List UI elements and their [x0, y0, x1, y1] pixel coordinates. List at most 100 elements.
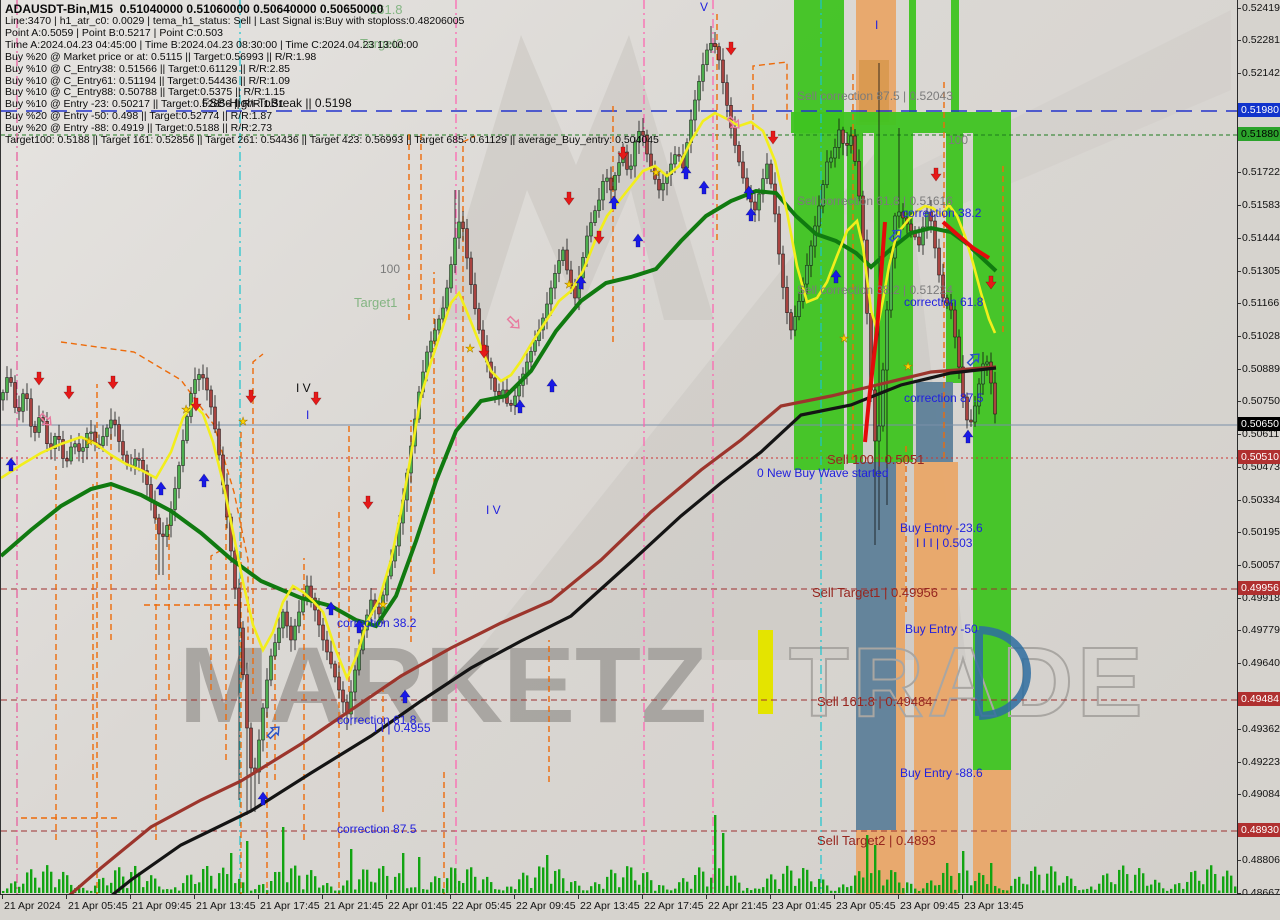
- volume-bar: [790, 870, 793, 893]
- channel-line: [752, 61, 788, 130]
- volume-bar: [1174, 884, 1177, 893]
- channel-line: [462, 135, 476, 422]
- volume-bar: [706, 886, 709, 893]
- volume-bar: [1126, 874, 1129, 893]
- candle-down: [725, 82, 729, 106]
- volume-bar: [334, 890, 337, 893]
- volume-bar: [1086, 888, 1089, 893]
- volume-bar: [1050, 866, 1053, 893]
- candle-up: [529, 351, 533, 363]
- chart-annotation: Sell correction 87.5 | 0.52043: [797, 89, 953, 103]
- candle-up: [185, 416, 189, 441]
- buy-arrow-icon: [514, 399, 526, 414]
- sell-arrow-icon: [478, 344, 490, 359]
- time-label: 21 Apr 17:45: [260, 900, 320, 912]
- volume-bar: [942, 872, 945, 893]
- candle-up: [53, 436, 57, 449]
- candle-down: [473, 284, 477, 309]
- time-axis[interactable]: 21 Apr 2024 21 Apr 05:45 21 Apr 09:45 21 Ap…: [0, 894, 1280, 920]
- candle-up: [181, 440, 185, 466]
- volume-bar: [474, 876, 477, 893]
- sell-arrow-icon: [310, 391, 322, 406]
- volume-bar: [1170, 888, 1173, 893]
- volume-bar: [546, 855, 549, 893]
- volume-bar: [82, 887, 85, 893]
- candle-down: [249, 727, 253, 769]
- volume-bar: [570, 882, 573, 893]
- chart-canvas[interactable]: MARKETZ TRADE ★ ★ ★ ★ ★ ★ ★ ★ ★ ADAUSDT-Bin,M15 0.…: [0, 0, 1238, 894]
- volume-bar: [938, 884, 941, 893]
- volume-bar: [50, 871, 53, 893]
- price-tick: [1238, 598, 1241, 599]
- time-label: 21 Apr 21:45: [324, 900, 384, 912]
- buy-arrow-icon: [155, 481, 167, 496]
- volume-bar: [670, 890, 673, 893]
- volume-bar: [914, 888, 917, 893]
- volume-bar: [102, 877, 105, 893]
- candle-down: [929, 211, 933, 222]
- candle-down: [481, 329, 485, 347]
- volume-bar: [1074, 886, 1077, 893]
- volume-bar: [786, 865, 789, 893]
- volume-bar: [770, 874, 773, 893]
- volume-bar: [1070, 878, 1073, 893]
- buy-arrow-icon: [632, 233, 644, 248]
- buy-arrow-icon: [5, 457, 17, 472]
- outline-arrow-icon: [506, 315, 520, 329]
- candle-down: [333, 663, 337, 678]
- candle-up: [105, 427, 109, 437]
- volume-bar: [854, 875, 857, 893]
- price-label: 0.49084: [1242, 788, 1280, 800]
- chart-annotation: Sell correction 38.2 | 0.51224: [797, 283, 953, 297]
- volume-bar: [1118, 869, 1121, 893]
- volume-bar: [126, 888, 129, 893]
- volume-bar: [762, 887, 765, 893]
- volume-bar: [978, 872, 981, 893]
- price-axis[interactable]: 0.52419 0.52281 0.52142 0.51722 0.51583 0.514…: [1237, 0, 1280, 899]
- volume-bar: [1094, 889, 1097, 893]
- candle-down: [117, 424, 121, 442]
- volume-bar: [326, 883, 329, 893]
- volume-bar: [146, 881, 149, 893]
- ma-green: [1, 188, 998, 629]
- volume-bar: [1158, 882, 1161, 893]
- candle-down: [565, 249, 569, 271]
- time-tick: [386, 895, 387, 899]
- buy-arrow-icon: [680, 165, 692, 180]
- volume-bar: [1154, 879, 1157, 893]
- chart-annotation: I I | 0.4955: [374, 721, 431, 735]
- candle-down: [753, 201, 757, 211]
- chart-annotation: correction 61.8: [337, 713, 417, 727]
- volume-bar: [1202, 884, 1205, 893]
- volume-bar: [526, 875, 529, 893]
- volume-bar: [366, 869, 369, 893]
- volume-bar: [718, 868, 721, 893]
- candle-up: [81, 447, 85, 452]
- candle-down: [909, 223, 913, 232]
- volume-bar: [26, 872, 29, 893]
- chart-annotation: 161.8: [370, 2, 403, 17]
- volume-bar: [866, 835, 869, 893]
- volume-bar: [1222, 876, 1225, 893]
- volume-bar: [362, 869, 365, 893]
- volume-bar: [954, 889, 957, 893]
- volume-bar: [606, 876, 609, 893]
- candle-down: [25, 393, 29, 399]
- volume-bar: [882, 885, 885, 893]
- volume-bar: [686, 881, 689, 893]
- chart-annotation: Buy Entry -88.6: [900, 766, 983, 780]
- volume-bar: [970, 885, 973, 893]
- candle-up: [597, 199, 601, 211]
- candle-up: [445, 287, 449, 309]
- candle-up: [693, 99, 697, 121]
- candle-down: [121, 441, 125, 456]
- volume-bar: [346, 880, 349, 893]
- volume-bar: [262, 884, 265, 893]
- volume-bar: [758, 888, 761, 893]
- time-label: 22 Apr 17:45: [644, 900, 704, 912]
- candle-up: [669, 163, 673, 175]
- time-label: 21 Apr 13:45: [196, 900, 256, 912]
- star-icon: ★: [839, 333, 849, 345]
- volume-bar: [1038, 874, 1041, 893]
- volume-bar: [522, 872, 525, 893]
